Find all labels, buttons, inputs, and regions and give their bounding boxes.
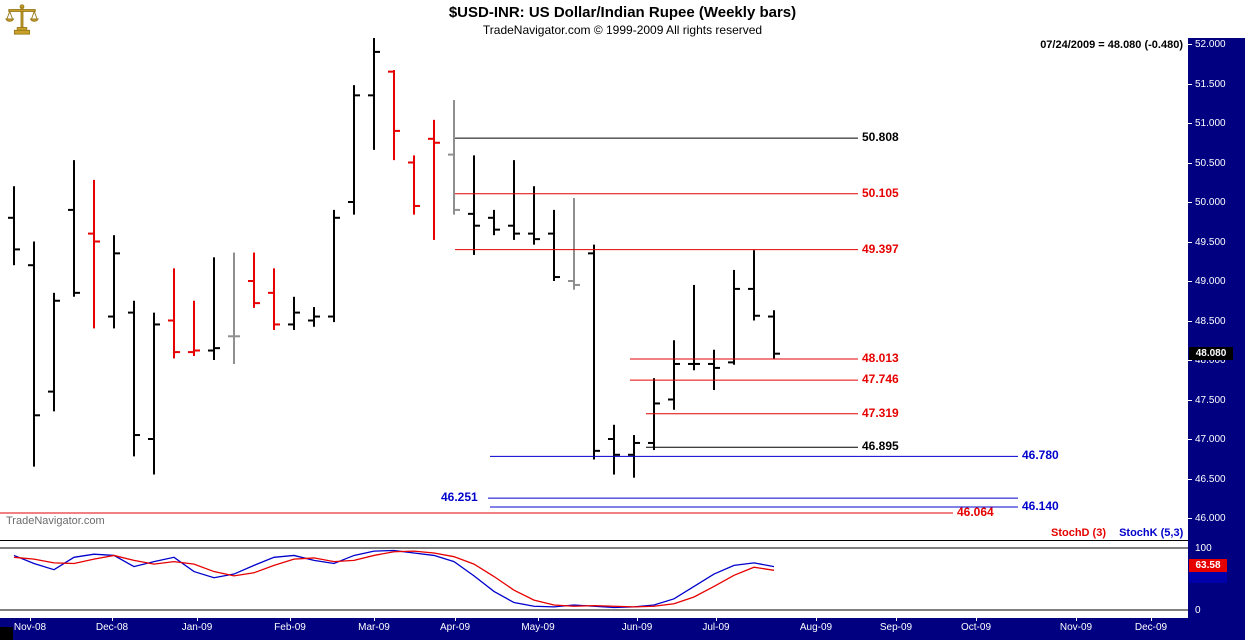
price-bar <box>368 38 380 150</box>
price-bar <box>88 179 100 329</box>
price-bar <box>308 307 320 327</box>
price-bar <box>688 284 700 371</box>
stoch-d-line <box>13 550 775 608</box>
corner-box <box>0 627 13 640</box>
price-bar <box>288 296 300 330</box>
price-bar <box>348 85 360 215</box>
price-bar <box>328 209 340 323</box>
stoch-k-badge <box>1189 571 1227 583</box>
date-axis-band <box>0 618 1245 640</box>
price-bar <box>228 252 240 364</box>
price-bar <box>508 160 520 240</box>
stochastic-indicator-chart[interactable] <box>0 545 1188 615</box>
price-bar <box>248 252 260 308</box>
chart-subtitle: TradeNavigator.com © 1999-2009 All right… <box>482 23 763 37</box>
price-bar <box>768 310 780 359</box>
price-bar <box>128 300 140 457</box>
price-bar <box>668 340 680 410</box>
price-bar <box>428 119 440 240</box>
price-bar <box>48 292 60 412</box>
price-bar <box>588 244 600 460</box>
stoch-k-legend-label: StochK (5,3) <box>1119 527 1184 539</box>
price-bar <box>708 349 720 391</box>
price-bar <box>728 269 740 365</box>
price-bar <box>608 424 620 475</box>
price-bar <box>528 186 540 245</box>
price-bar <box>188 300 200 357</box>
stoch-k-line <box>13 549 775 609</box>
last-quote-label: 07/24/2009 = 48.080 (-0.480) <box>1040 39 1183 51</box>
panel-separator <box>0 540 1188 541</box>
price-bar <box>268 268 280 330</box>
price-bar <box>408 155 420 215</box>
last-price-badge: 48.080 <box>1189 346 1233 360</box>
price-bar <box>8 186 20 266</box>
price-bar <box>28 241 40 467</box>
chart-title: $USD-INR: US Dollar/Indian Rupee (Weekly… <box>448 4 797 21</box>
price-bar <box>208 257 220 360</box>
price-bar <box>168 268 180 359</box>
scales-logo-icon <box>5 4 39 35</box>
price-bar <box>548 209 560 281</box>
main-price-chart[interactable] <box>0 38 1188 540</box>
price-bar <box>448 100 460 215</box>
price-bar <box>488 209 500 236</box>
price-bar <box>108 235 120 329</box>
price-bar <box>148 312 160 475</box>
price-bar <box>568 198 580 290</box>
stoch-value-badge: 63.58 <box>1189 559 1227 572</box>
stoch-d-legend-label: StochD (3) <box>1051 527 1106 539</box>
price-bar <box>388 70 400 161</box>
watermark-text: TradeNavigator.com <box>6 515 105 527</box>
price-bar <box>468 155 480 255</box>
price-axis-band <box>1188 38 1245 640</box>
stoch-legend: StochD (3) StochK (5,3) <box>1041 527 1183 539</box>
price-bar <box>748 250 760 321</box>
price-bar <box>68 160 80 297</box>
